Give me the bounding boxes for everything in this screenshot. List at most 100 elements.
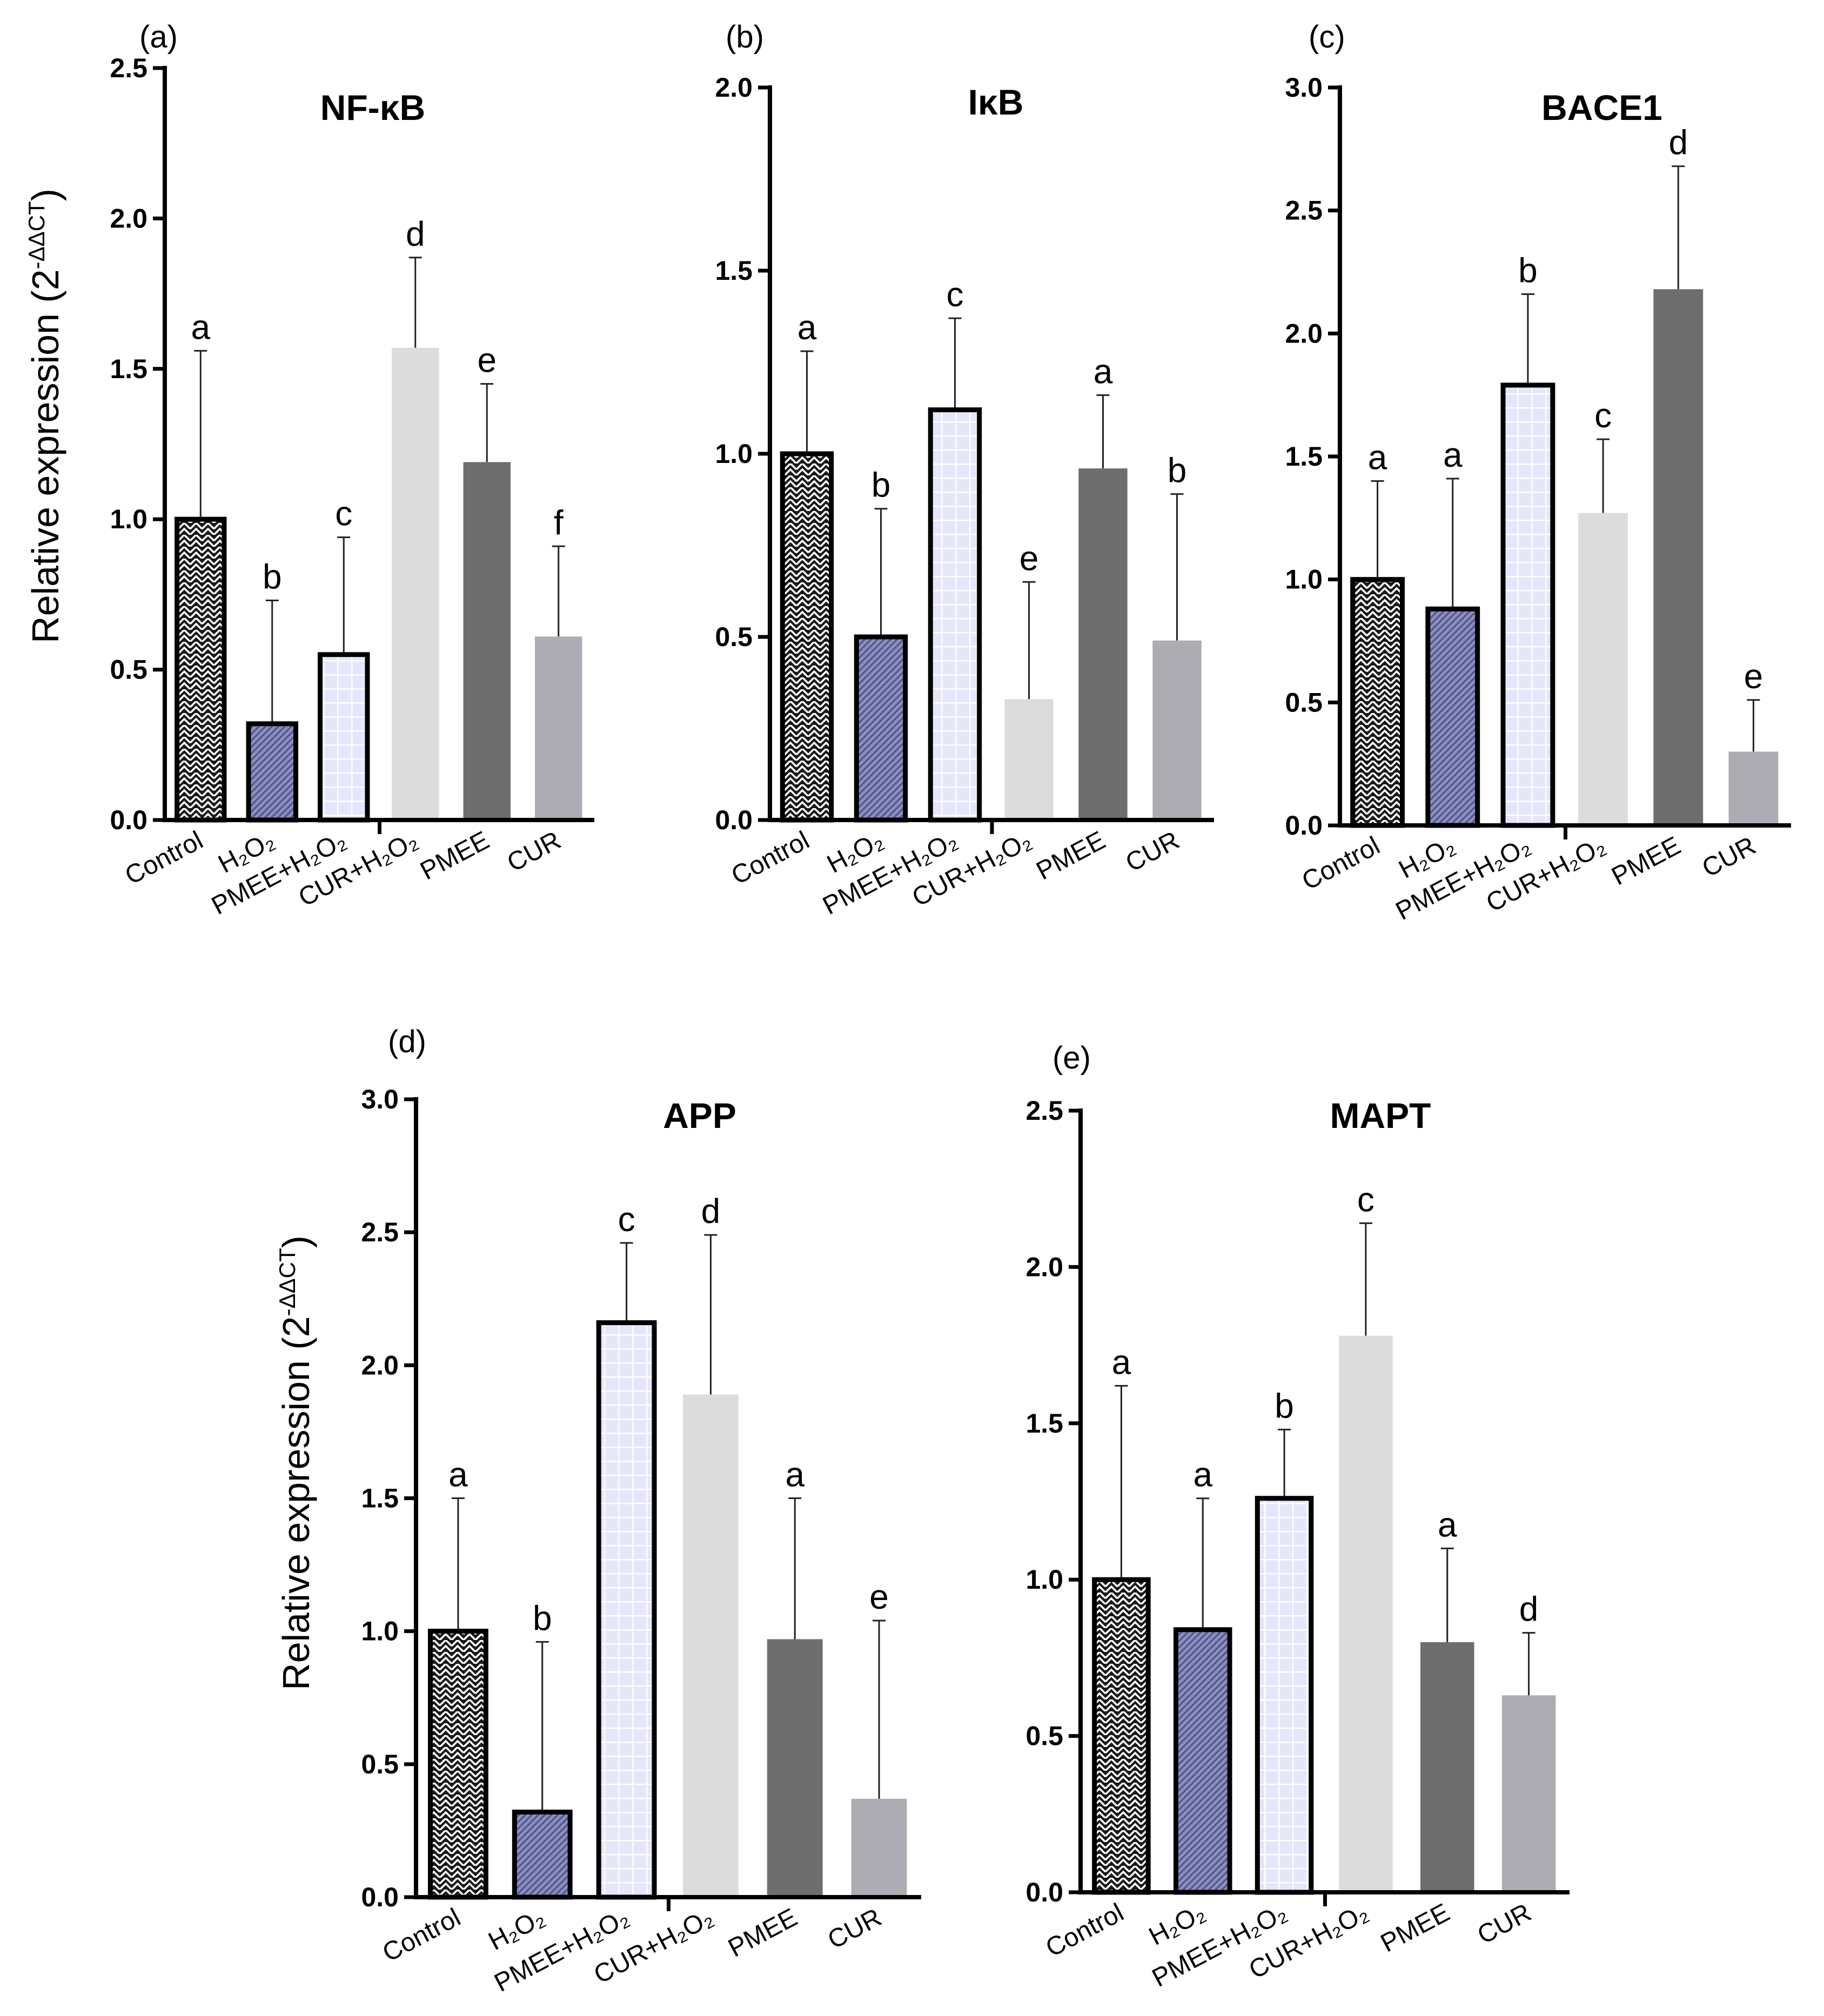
significance-letter: e	[869, 1577, 889, 1616]
x-tick-label: PMEE	[723, 1903, 802, 1963]
y-axis-label: Relative expression (2-ΔΔCT)	[274, 1235, 317, 1690]
significance-letter: b	[1168, 451, 1187, 490]
panel-c: (c) BACE1 0.0 0.5 1.0 1.5 2.0 2.5 3.0 a Control a…	[1285, 19, 1791, 926]
bar	[1653, 289, 1704, 825]
chart-title: BACE1	[1541, 88, 1662, 127]
y-tick-label: 2.5	[1025, 1096, 1063, 1126]
panel-e: (e) MAPT 0.00.51.01.52.02.5aControlaH₂O₂…	[1025, 1040, 1570, 1993]
bar	[1728, 751, 1779, 825]
x-tick-label: PMEE	[415, 826, 494, 886]
bar	[928, 407, 982, 823]
x-tick-label: CUR	[1698, 831, 1761, 883]
significance-letter: e	[1020, 539, 1039, 577]
plot-area: 0.00.51.01.52.0aControlbH₂O₂cPMEE+H₂O₂eC…	[715, 72, 1214, 920]
bar	[318, 652, 370, 823]
y-tick-label: 2.5	[110, 53, 147, 83]
y-tick-label: 2.0	[361, 1350, 399, 1380]
bar	[1152, 640, 1202, 820]
significance-letter: a	[1112, 1342, 1131, 1381]
y-tick-label: 0.5	[1025, 1721, 1063, 1751]
panel-label: (e)	[1052, 1040, 1091, 1076]
bar	[1578, 513, 1628, 825]
significance-letter: a	[797, 308, 817, 347]
y-tick-label: 1.0	[715, 439, 753, 469]
y-tick-label: 1.0	[1285, 565, 1323, 595]
bar	[1501, 1695, 1556, 1892]
bar	[1255, 1496, 1314, 1895]
y-tick-label: 3.0	[361, 1084, 399, 1114]
x-tick-label: Control	[727, 826, 814, 890]
significance-letter: d	[1668, 123, 1688, 162]
significance-letter: a	[1193, 1455, 1212, 1494]
significance-letter: d	[701, 1192, 721, 1231]
bar	[1078, 468, 1128, 820]
bar	[596, 1320, 657, 1900]
y-tick-label: 0.5	[715, 622, 753, 652]
y-tick-label: 0.0	[110, 805, 147, 835]
bar	[1500, 382, 1555, 828]
y-tick-label: 1.5	[110, 354, 147, 384]
significance-letter: f	[554, 503, 564, 542]
chart-title: NF-κB	[320, 88, 425, 127]
bar	[535, 636, 582, 820]
bar	[392, 347, 439, 820]
significance-letter: c	[335, 494, 352, 533]
significance-letter: b	[533, 1598, 552, 1637]
bar	[854, 634, 908, 823]
panel-b: (b) IκB 0.00.51.01.52.0aControlbH₂O₂cPME…	[715, 19, 1214, 920]
significance-letter: b	[263, 557, 282, 596]
x-tick-label: PMEE	[1376, 1898, 1454, 1958]
x-tick-label: CUR	[1473, 1898, 1536, 1950]
y-tick-label: 1.5	[1285, 441, 1323, 472]
x-tick-label: CUR	[502, 826, 566, 878]
bar	[780, 451, 834, 823]
bar	[246, 721, 298, 823]
y-tick-label: 0.5	[361, 1749, 399, 1779]
bar	[1173, 1627, 1232, 1895]
panel-label: (a)	[139, 19, 178, 55]
bar	[851, 1798, 907, 1897]
y-tick-label: 0.0	[715, 805, 753, 835]
x-tick-label: Control	[378, 1903, 466, 1967]
x-tick-label: PMEE	[1607, 831, 1685, 891]
chart-title: IκB	[968, 82, 1024, 122]
significance-letter: a	[785, 1455, 804, 1494]
significance-letter: c	[1357, 1180, 1374, 1219]
significance-letter: a	[1368, 438, 1387, 477]
bar	[682, 1394, 739, 1897]
plot-area: 0.00.51.01.52.02.53.0aControlaH₂O₂bPMEE+…	[1285, 72, 1791, 926]
plot-area: 0.00.51.01.52.02.53.0aControlbH₂O₂cPMEE+…	[361, 1084, 921, 1998]
significance-letter: a	[1443, 435, 1463, 474]
y-tick-label: 1.0	[1025, 1564, 1063, 1595]
y-tick-label: 3.0	[1285, 72, 1323, 103]
panel-a: (a) NF-κB 0.00.51.01.52.02.5aControlbH₂O…	[110, 19, 594, 920]
significance-letter: e	[477, 341, 497, 380]
y-tick-label: 0.0	[1025, 1877, 1063, 1907]
y-tick-label: 2.5	[361, 1217, 399, 1247]
y-tick-label: 1.0	[361, 1616, 399, 1647]
y-tick-label: 2.5	[1285, 196, 1323, 226]
y-tick-label: 1.5	[1025, 1408, 1063, 1439]
bar	[463, 462, 511, 820]
x-tick-label: PMEE	[1032, 826, 1110, 886]
significance-letter: c	[947, 275, 964, 314]
panel-d: (d) APP 0.00.51.01.52.02.53.0aControlbH₂…	[361, 1024, 921, 1998]
panel-label: (b)	[726, 19, 764, 55]
bar	[1004, 699, 1054, 820]
y-tick-label: 2.0	[715, 72, 753, 103]
x-tick-label: Control	[1041, 1898, 1129, 1963]
bar	[1339, 1335, 1393, 1892]
y-tick-label: 2.0	[110, 203, 147, 233]
significance-letter: a	[1094, 352, 1113, 391]
bar	[512, 1809, 573, 1900]
y-tick-label: 0.0	[1285, 810, 1323, 841]
bar	[427, 1629, 488, 1900]
y-tick-label: 0.5	[1285, 687, 1323, 717]
y-tick-label: 0.5	[110, 655, 147, 685]
y-tick-label: 1.5	[361, 1483, 399, 1514]
x-tick-label: Control	[1297, 831, 1385, 896]
significance-letter: e	[1744, 657, 1763, 696]
y-tick-label: 2.0	[1285, 318, 1323, 348]
y-tick-label: 2.0	[1025, 1252, 1063, 1282]
